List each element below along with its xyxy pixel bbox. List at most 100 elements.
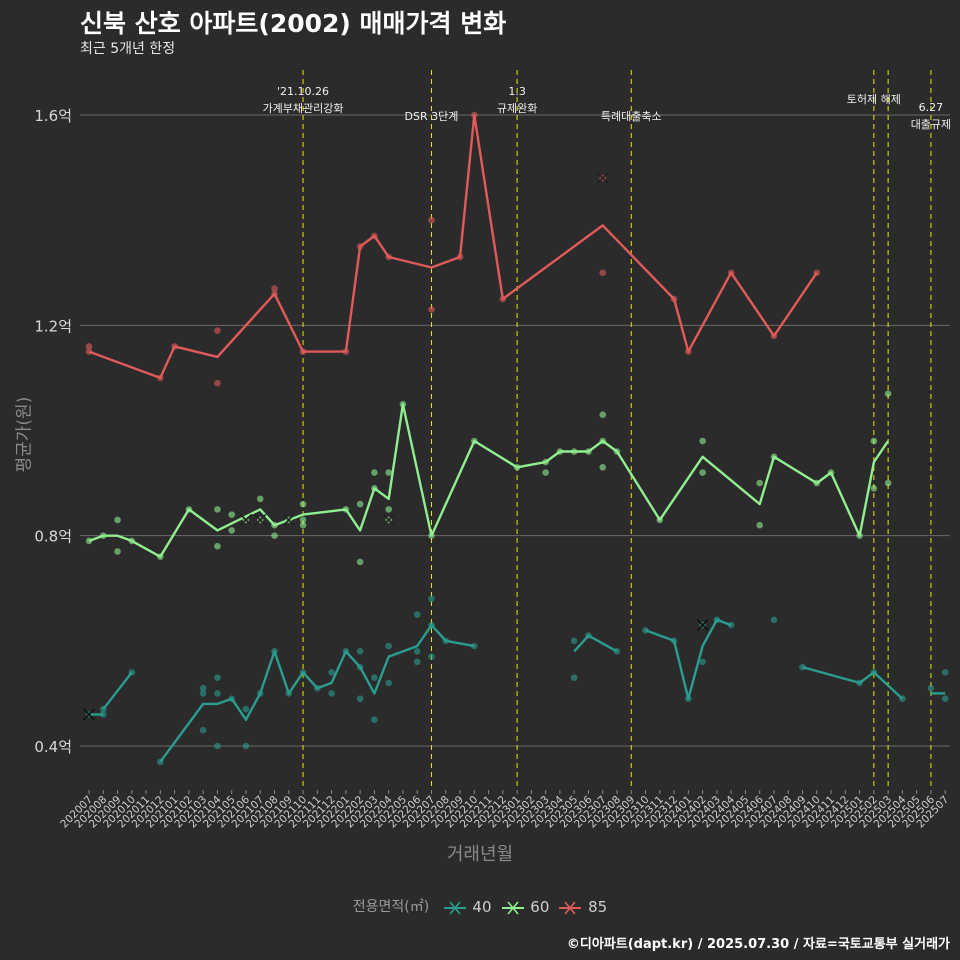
data-point-60 <box>870 437 878 445</box>
legend: 전용면적(㎡) 40 60 85 <box>0 896 960 917</box>
data-point-40 <box>670 637 678 645</box>
y-tick-label: 1.2억 <box>34 317 72 335</box>
data-point-85 <box>214 327 221 334</box>
data-point-40 <box>685 695 692 702</box>
data-point-60 <box>185 506 193 513</box>
legend-item-85: 85 <box>557 898 607 917</box>
legend-title: 전용면적(㎡) <box>352 899 430 915</box>
data-point-40 <box>371 716 378 724</box>
legend-key-icon <box>559 900 582 915</box>
y-axis-ticks: 0.4억 0.8억 1.2억 1.6억 <box>34 107 72 756</box>
data-point-40 <box>128 669 136 676</box>
data-point-40 <box>356 663 364 671</box>
source-caption: ©디아파트(dapt.kr) / 2025.07.30 / 자료=국토교통부 실… <box>566 937 950 952</box>
data-point-40 <box>242 742 250 750</box>
legend-key-icon <box>443 900 466 915</box>
event-label: 가계부채관리강화 <box>263 102 344 115</box>
data-point-40 <box>157 758 164 766</box>
data-point-60 <box>827 469 835 476</box>
series-line-40 <box>802 665 904 700</box>
data-point-85 <box>599 269 607 277</box>
cancelled-marker-60 <box>382 513 395 526</box>
cancelled-marker-60 <box>254 513 267 526</box>
data-point-40 <box>199 690 207 697</box>
x-axis-label: 거래년월 <box>446 844 514 865</box>
data-point-60 <box>342 506 350 513</box>
data-point-40 <box>470 642 478 650</box>
data-point-60 <box>599 464 607 471</box>
data-point-40 <box>413 611 421 618</box>
cancelled-marker-60 <box>282 513 295 526</box>
y-tick-label: 1.6억 <box>34 107 72 125</box>
data-point-60 <box>470 437 478 445</box>
data-point-40 <box>941 695 949 702</box>
data-point-60 <box>85 537 93 545</box>
data-point-60 <box>884 479 892 487</box>
data-point-40 <box>713 616 721 624</box>
data-point-40 <box>242 705 250 713</box>
data-point-60 <box>356 558 364 566</box>
data-point-40 <box>385 642 392 650</box>
y-tick-label: 0.4억 <box>34 738 72 756</box>
data-point-60 <box>699 469 706 476</box>
event-label: 6.27 <box>919 101 944 114</box>
data-point-40 <box>870 669 878 676</box>
data-point-85 <box>727 269 735 277</box>
x-axis-ticks: 2020072020082020092020102020112020122021… <box>58 790 951 830</box>
data-point-40 <box>271 648 278 655</box>
data-point-60 <box>99 532 107 539</box>
data-point-85 <box>456 253 464 261</box>
data-point-60 <box>542 469 549 476</box>
data-point-85 <box>770 332 778 340</box>
data-point-40 <box>428 653 435 660</box>
data-point-40 <box>613 648 621 655</box>
legend-label: 85 <box>583 897 608 916</box>
data-point-40 <box>927 684 935 692</box>
data-point-60 <box>542 458 549 466</box>
series-line-40 <box>159 623 475 763</box>
data-point-85 <box>428 216 435 224</box>
data-point-40 <box>285 690 293 697</box>
data-point-40 <box>199 726 207 734</box>
data-point-40 <box>642 627 649 634</box>
data-point-40 <box>699 658 706 666</box>
event-label: 규제완화 <box>497 102 537 115</box>
data-point-60 <box>114 516 121 524</box>
data-point-40 <box>328 669 335 676</box>
data-point-60 <box>299 521 307 529</box>
data-point-60 <box>656 516 664 524</box>
data-point-40 <box>214 742 221 750</box>
data-point-40 <box>413 648 421 655</box>
data-point-60 <box>756 479 763 487</box>
data-point-40 <box>899 695 906 702</box>
data-point-85 <box>85 348 93 355</box>
grid-layer <box>80 114 950 747</box>
point-layer <box>82 111 949 766</box>
data-point-60 <box>299 516 307 524</box>
event-label: 특례대출축소 <box>601 110 662 123</box>
data-point-60 <box>756 521 763 529</box>
data-point-85 <box>299 348 307 355</box>
data-point-60 <box>228 511 235 518</box>
series-line-85 <box>88 113 818 380</box>
data-point-60 <box>214 506 221 513</box>
data-point-60 <box>385 469 392 476</box>
data-point-40 <box>228 695 235 702</box>
data-point-60 <box>114 548 121 555</box>
data-point-60 <box>299 500 307 508</box>
data-point-40 <box>342 648 350 655</box>
data-point-40 <box>214 674 221 681</box>
y-axis-label: 평균가(원) <box>14 396 35 473</box>
data-point-40 <box>214 690 221 697</box>
data-point-40 <box>570 674 578 681</box>
data-point-85 <box>813 269 821 277</box>
data-point-40 <box>314 684 321 692</box>
data-point-60 <box>399 400 407 408</box>
data-point-85 <box>428 306 435 313</box>
series-line-60 <box>88 403 890 558</box>
data-point-60 <box>214 542 221 550</box>
data-point-40 <box>413 658 421 666</box>
data-point-40 <box>99 711 107 718</box>
